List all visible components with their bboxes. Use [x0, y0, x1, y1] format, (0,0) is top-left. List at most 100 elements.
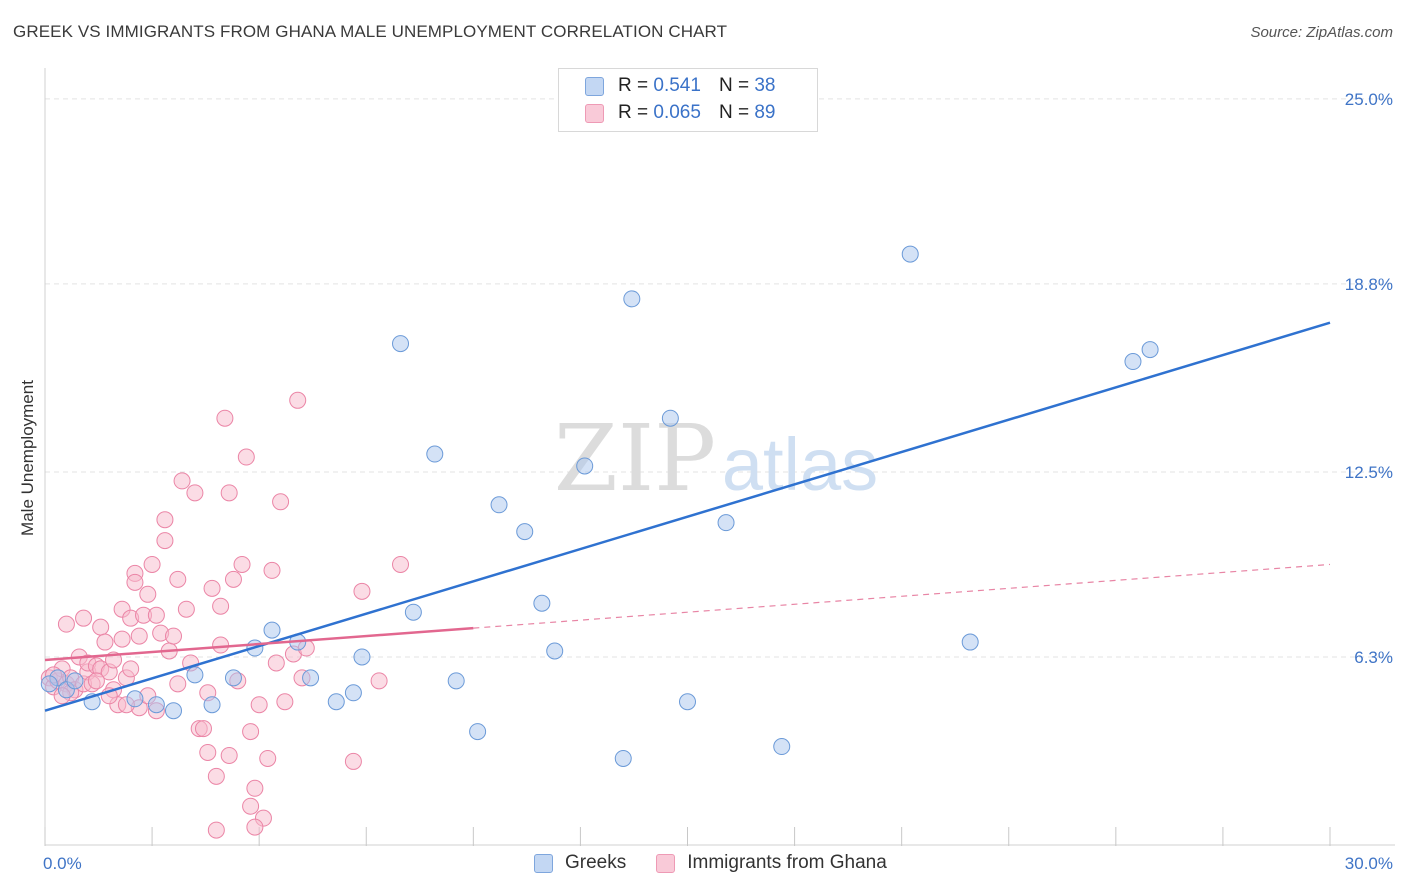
greeks-point — [353, 648, 371, 666]
greeks-point — [773, 738, 791, 756]
ghana-trendline-solid — [44, 626, 474, 662]
greeks-point — [147, 696, 165, 714]
greeks-point — [576, 457, 594, 475]
ghana-point — [272, 493, 290, 511]
ghana-point — [220, 746, 238, 764]
ghana-point — [169, 675, 187, 693]
greeks-point — [40, 675, 58, 693]
ghana-point — [203, 579, 221, 597]
y-tick-label: 6.3% — [1354, 648, 1393, 667]
legend-r-label: R = — [618, 102, 649, 123]
greeks-point — [302, 669, 320, 687]
greeks-point — [516, 523, 534, 541]
legend-n-label: N = — [718, 75, 750, 96]
ghana-point — [220, 484, 238, 502]
legend-row-greeks: R = 0.541 N = 38 — [585, 74, 775, 98]
greeks-point — [263, 621, 281, 639]
legend-swatch-pink — [585, 103, 604, 123]
watermark-zip: ZIP — [554, 405, 716, 512]
greeks-point — [679, 693, 696, 711]
greeks-point — [1124, 353, 1142, 371]
source-label: Source: ZipAtlas.com — [1250, 24, 1393, 41]
ghana-point — [276, 693, 294, 711]
ghana-point — [75, 609, 93, 627]
ghana-point — [216, 409, 234, 427]
greeks-point — [447, 672, 465, 690]
legend-swatch-blue — [534, 853, 553, 873]
y-tick-label: 12.5% — [1345, 463, 1393, 482]
ghana-point — [113, 630, 131, 648]
greeks-point — [327, 693, 345, 711]
greeks-trendline — [44, 321, 1331, 712]
greeks-point — [404, 603, 422, 621]
ghana-point — [263, 561, 281, 579]
ghana-point — [353, 582, 371, 600]
greeks-point — [661, 409, 679, 427]
greeks-point — [165, 702, 182, 720]
ghana-point — [143, 555, 161, 573]
ghana-trendline-dashed — [473, 563, 1331, 629]
greeks-point — [623, 290, 641, 308]
legend-r-value: 0.065 — [653, 102, 701, 123]
greeks-point — [66, 672, 84, 690]
greeks-point — [203, 696, 221, 714]
ghana-point — [370, 672, 388, 690]
greeks-point — [614, 749, 632, 767]
ghana-point — [259, 749, 277, 767]
legend-label-greeks: Greeks — [565, 852, 627, 873]
legend-item-ghana[interactable]: Immigrants from Ghana — [656, 852, 887, 874]
ghana-point — [92, 618, 110, 636]
legend-swatch-pink — [656, 853, 676, 873]
ghana-point — [392, 555, 410, 573]
ghana-point — [344, 752, 362, 770]
legend-r-label: R = — [618, 75, 649, 96]
ghana-point — [139, 585, 157, 603]
ghana-point — [237, 448, 255, 466]
ghana-point — [173, 472, 191, 490]
greeks-point — [224, 669, 242, 687]
legend-item-greeks[interactable]: Greeks — [534, 852, 626, 874]
watermark-atlas: atlas — [722, 423, 878, 506]
ghana-point — [242, 723, 260, 741]
ghana-point — [96, 633, 114, 651]
ghana-point — [147, 606, 165, 624]
ghana-point — [194, 720, 212, 738]
correlation-legend: R = 0.541 N = 38 R = 0.065 N = 89 — [558, 68, 818, 132]
y-tick-label: 25.0% — [1345, 90, 1393, 109]
legend-n-value: 89 — [754, 102, 776, 123]
legend-row-ghana: R = 0.065 N = 89 — [585, 101, 775, 125]
ghana-point — [267, 654, 285, 672]
greeks-point — [961, 633, 979, 651]
ghana-point — [250, 696, 268, 714]
greeks-point — [469, 723, 487, 741]
ghana-point — [87, 672, 105, 690]
legend-r-value: 0.541 — [653, 75, 701, 96]
x-tick-label: 30.0% — [1345, 854, 1393, 873]
ghana-point — [165, 627, 182, 645]
ghana-point — [246, 818, 264, 836]
ghana-point — [199, 743, 217, 761]
greeks-point — [392, 335, 410, 353]
ghana-point — [212, 597, 230, 615]
legend-n-value: 38 — [754, 75, 776, 96]
greeks-point — [901, 245, 919, 263]
greeks-point — [533, 594, 551, 612]
ghana-point — [177, 600, 195, 618]
legend-n-label: N = — [718, 102, 750, 123]
legend-label-ghana: Immigrants from Ghana — [687, 852, 887, 873]
ghana-point — [130, 627, 148, 645]
ghana-point — [289, 391, 307, 409]
ghana-point — [186, 484, 204, 502]
greeks-point — [344, 684, 362, 702]
x-tick-label: 0.0% — [43, 854, 82, 873]
ghana-point — [169, 570, 187, 588]
greeks-point — [490, 496, 508, 514]
chart-title: GREEK VS IMMIGRANTS FROM GHANA MALE UNEM… — [13, 22, 728, 41]
ghana-point — [242, 797, 260, 815]
legend-swatch-blue — [585, 76, 604, 96]
ghana-point — [156, 511, 174, 529]
ghana-point — [233, 555, 251, 573]
greeks-point — [1141, 341, 1159, 359]
ghana-point — [207, 821, 225, 839]
